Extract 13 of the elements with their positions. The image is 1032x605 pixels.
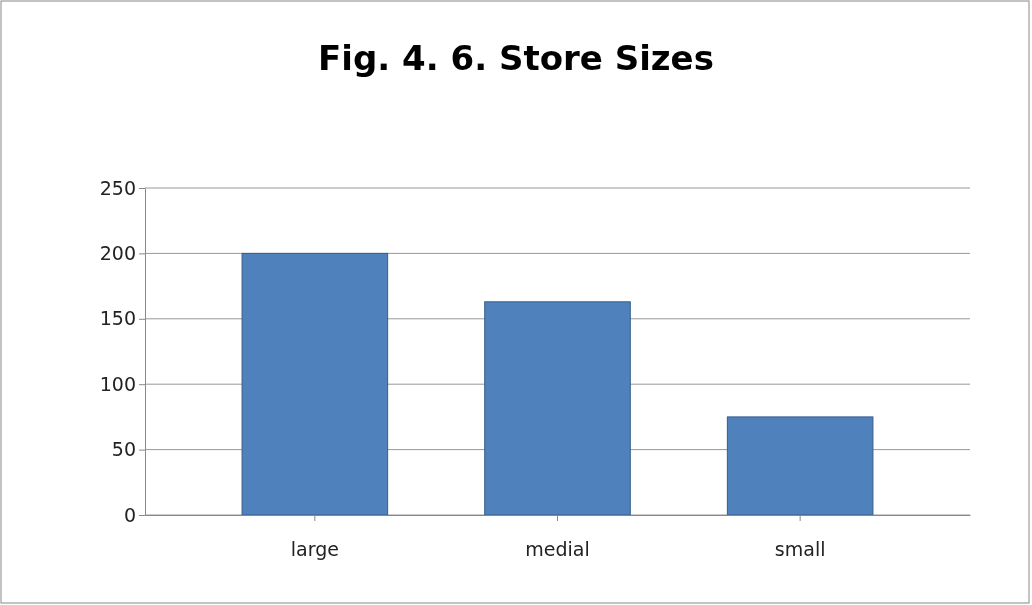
bar	[484, 301, 631, 516]
bar	[726, 416, 874, 516]
bar	[241, 252, 389, 516]
y-tick-label: 50	[111, 438, 136, 461]
x-tick-label: medial	[525, 538, 590, 561]
y-tick-label: 0	[123, 503, 136, 526]
y-tick-label: 150	[99, 307, 136, 330]
x-tick-label: small	[774, 538, 826, 561]
x-tick-label: large	[290, 538, 339, 561]
y-tick-label: 200	[99, 241, 136, 264]
chart-title: Fig. 4. 6. Store Sizes	[318, 38, 714, 78]
y-tick-label: 250	[99, 176, 136, 199]
y-tick-label: 100	[99, 372, 136, 395]
